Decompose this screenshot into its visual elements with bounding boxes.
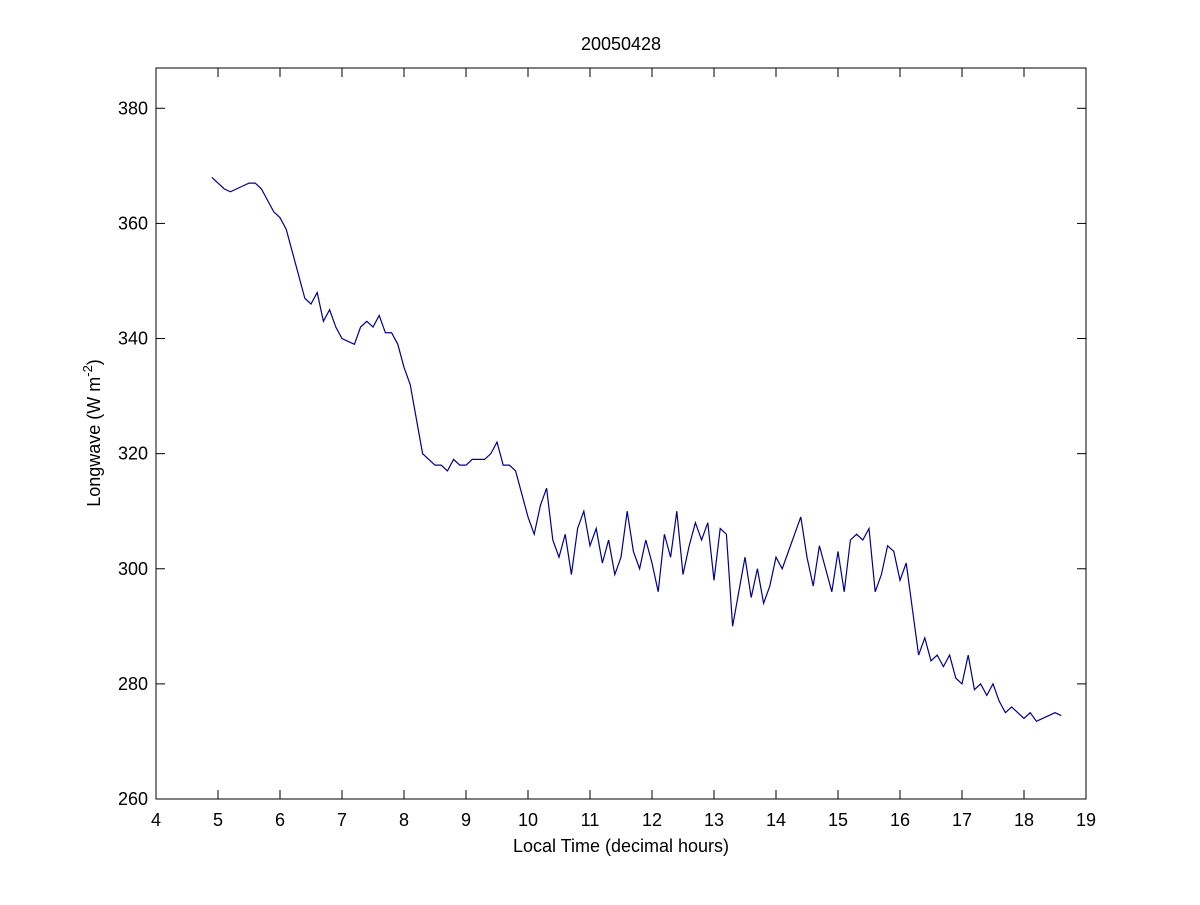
y-axis-label: Longwave (W m-2) bbox=[80, 359, 104, 507]
y-label-suffix: ) bbox=[84, 359, 104, 365]
y-tick-label: 300 bbox=[118, 559, 148, 579]
x-tick-label: 17 bbox=[952, 810, 972, 830]
x-tick-label: 18 bbox=[1014, 810, 1034, 830]
y-tick-label: 340 bbox=[118, 329, 148, 349]
y-tick-label: 380 bbox=[118, 98, 148, 118]
x-tick-label: 5 bbox=[213, 810, 223, 830]
x-tick-label: 15 bbox=[828, 810, 848, 830]
data-line bbox=[211, 176, 1062, 723]
x-tick-label: 16 bbox=[890, 810, 910, 830]
x-tick-label: 4 bbox=[151, 810, 161, 830]
x-tick-label: 12 bbox=[642, 810, 662, 830]
x-tick-label: 9 bbox=[461, 810, 471, 830]
y-tick-label: 280 bbox=[118, 674, 148, 694]
x-tick-label: 6 bbox=[275, 810, 285, 830]
y-tick-label: 320 bbox=[118, 444, 148, 464]
x-tick-label: 13 bbox=[704, 810, 724, 830]
x-tick-label: 8 bbox=[399, 810, 409, 830]
plot-frame bbox=[155, 67, 1087, 800]
x-tick-label: 7 bbox=[337, 810, 347, 830]
x-tick-label: 11 bbox=[581, 810, 600, 830]
x-axis-label: Local Time (decimal hours) bbox=[513, 836, 729, 856]
x-tick-label: 19 bbox=[1076, 810, 1096, 830]
y-label-text: Longwave (W m bbox=[84, 377, 104, 507]
y-tick-label: 260 bbox=[118, 789, 148, 809]
x-tick-label: 10 bbox=[518, 810, 538, 830]
x-tick-label: 14 bbox=[766, 810, 786, 830]
y-tick-label: 360 bbox=[118, 213, 148, 233]
y-label-superscript: -2 bbox=[80, 365, 95, 377]
chart-title: 20050428 bbox=[581, 34, 661, 54]
